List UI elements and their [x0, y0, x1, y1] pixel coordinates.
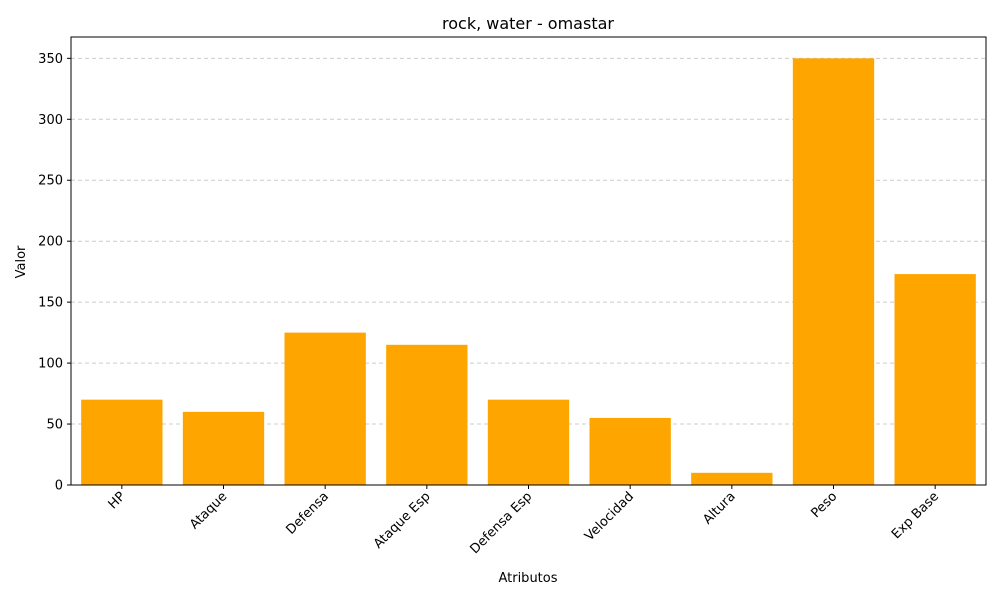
x-tick-label: Peso [808, 489, 840, 521]
x-axis-title: Atributos [498, 571, 557, 586]
x-tick-label: Altura [700, 489, 738, 527]
y-tick-label: 0 [55, 479, 63, 494]
y-tick-label: 150 [38, 296, 63, 311]
bar-ataque [182, 411, 265, 485]
x-tick-label: HP [106, 489, 129, 512]
y-axis-title: Valor [14, 245, 29, 278]
y-tick-label: 300 [38, 113, 63, 128]
x-tick-label: Ataque Esp [371, 489, 434, 552]
x-tick-label: Defensa Esp [467, 489, 535, 557]
y-tick-label: 200 [38, 235, 63, 250]
y-tick-label: 250 [38, 174, 63, 189]
y-tick-label: 350 [38, 52, 63, 67]
y-tick-label: 100 [38, 357, 63, 372]
x-tick-label: Velocidad [582, 489, 637, 544]
chart-title: rock, water - omastar [442, 14, 614, 33]
bar-layer [81, 58, 976, 485]
y-tick-label: 50 [46, 418, 63, 433]
x-tick-label: Defensa [284, 489, 332, 537]
bar-velocidad [589, 417, 671, 485]
bar-exp-base [894, 274, 976, 485]
bar-defensa [284, 332, 366, 485]
bar-hp [81, 399, 163, 485]
bar-altura [691, 472, 773, 485]
bar-peso [792, 58, 875, 485]
x-tick-label: Ataque [187, 489, 230, 532]
bar-defensa-esp [487, 399, 570, 485]
axes-frame [70, 36, 987, 486]
x-tick-label: Exp Base [889, 489, 942, 542]
bar-ataque-esp [386, 344, 468, 485]
